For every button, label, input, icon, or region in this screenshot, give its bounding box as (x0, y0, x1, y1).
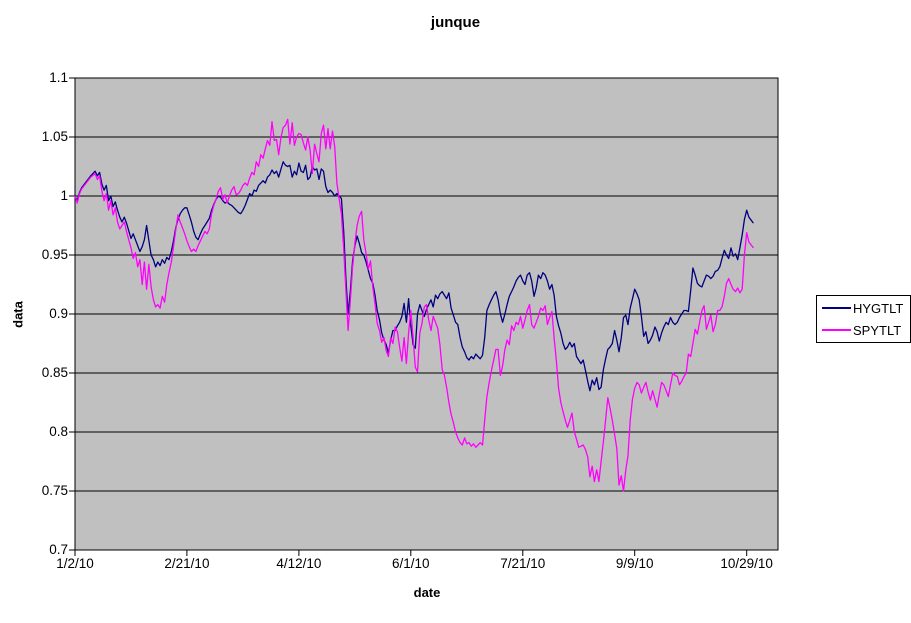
y-tick-label: 0.8 (49, 424, 68, 439)
y-tick-label: 0.9 (49, 306, 68, 321)
x-tick-label: 7/21/10 (500, 556, 546, 571)
spytlt-line (74, 118, 754, 492)
legend-line-sample-spytlt (822, 329, 851, 331)
legend-item-spytlt: SPYTLT (817, 321, 910, 339)
legend: HYGTLT SPYTLT (816, 295, 911, 343)
legend-label: SPYTLT (853, 322, 902, 338)
y-tick-label: 1.1 (49, 70, 68, 85)
legend-item-hygtlt: HYGTLT (817, 299, 910, 317)
y-tick-label: 0.75 (41, 483, 68, 498)
hygtlt-line (74, 161, 754, 392)
x-tick-label: 2/21/10 (164, 556, 210, 571)
legend-label: HYGTLT (853, 300, 904, 316)
y-tick-label: 1 (60, 188, 68, 203)
y-tick-label: 0.95 (41, 247, 68, 262)
y-tick-label: 1.05 (41, 129, 68, 144)
y-tick-label: 0.85 (41, 365, 68, 380)
y-tick-label: 0.7 (49, 542, 68, 557)
x-tick-label: 9/9/10 (615, 556, 654, 571)
x-tick-label: 4/12/10 (276, 556, 322, 571)
x-tick-label: 1/2/10 (56, 556, 94, 571)
chart-title: junque (430, 14, 481, 31)
legend-line-sample-hygtlt (822, 307, 851, 309)
plot-border (74, 77, 779, 551)
x-tick-label: 10/29/10 (720, 556, 773, 571)
x-tick-label: 6/1/10 (392, 556, 430, 571)
x-axis-title: date (413, 585, 441, 600)
